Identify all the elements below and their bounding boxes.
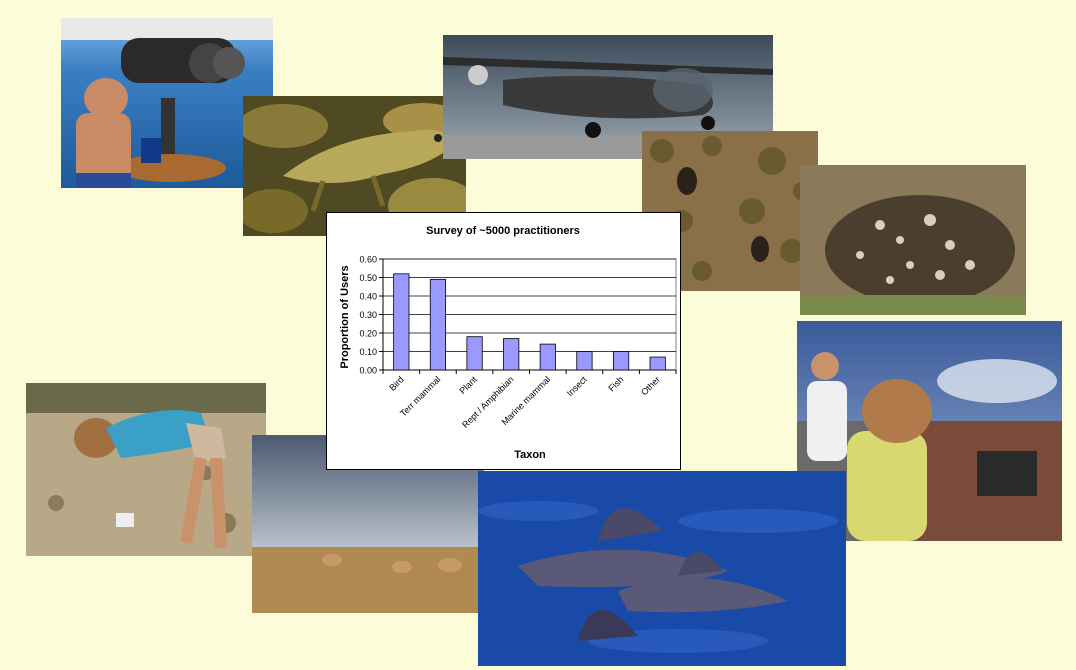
x-tick-label: Other bbox=[639, 374, 662, 397]
y-tick-label: 0.50 bbox=[359, 273, 377, 283]
bar-chart: Survey of ~5000 practitioners Proportion… bbox=[339, 225, 677, 461]
y-tick-label: 0.10 bbox=[359, 347, 377, 357]
x-axis-label: Taxon bbox=[514, 449, 546, 461]
chart-title: Survey of ~5000 practitioners bbox=[426, 225, 580, 237]
bar bbox=[539, 343, 556, 371]
bar bbox=[393, 273, 410, 371]
y-axis-label: Proportion of Users bbox=[339, 265, 351, 368]
bar bbox=[503, 338, 520, 371]
bar bbox=[576, 351, 593, 371]
bar bbox=[429, 278, 447, 371]
photo-bird-camouflage bbox=[800, 165, 1026, 315]
chart-panel: Survey of ~5000 practitioners Proportion… bbox=[326, 212, 681, 470]
x-tick-label: Plant bbox=[457, 374, 479, 396]
x-tick-label: Fish bbox=[606, 374, 625, 393]
y-tick-label: 0.00 bbox=[359, 366, 377, 376]
x-tick-label: Bird bbox=[387, 374, 405, 392]
x-tick-label: Insect bbox=[565, 374, 589, 398]
photo-binocular-observer bbox=[61, 18, 273, 188]
y-tick-label: 0.30 bbox=[359, 310, 377, 320]
bar bbox=[649, 356, 666, 371]
bar bbox=[466, 336, 483, 371]
photo-dolphins bbox=[478, 471, 846, 666]
y-tick-label: 0.60 bbox=[359, 255, 377, 265]
photo-field-researcher bbox=[26, 383, 266, 556]
y-tick-label: 0.20 bbox=[359, 329, 377, 339]
y-tick-label: 0.40 bbox=[359, 292, 377, 302]
bar bbox=[612, 351, 630, 371]
